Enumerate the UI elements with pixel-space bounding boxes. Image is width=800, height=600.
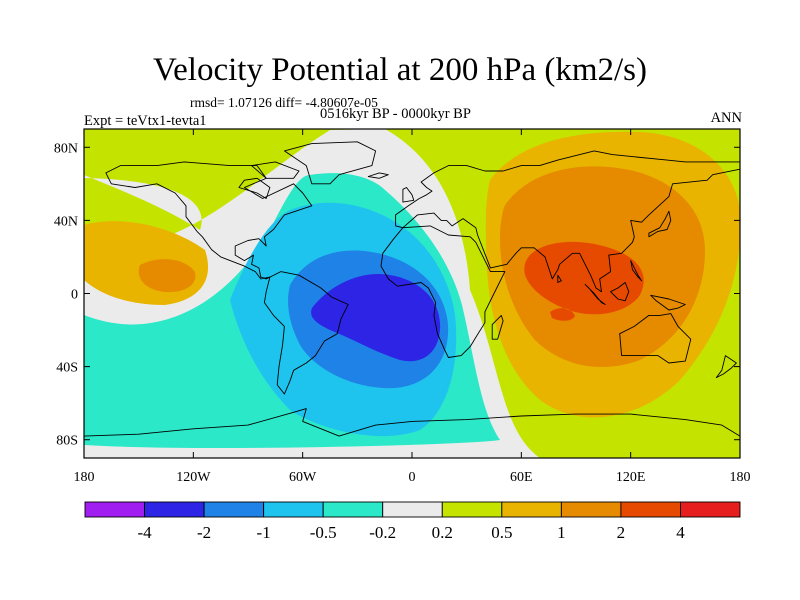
coastline-hudson-bay	[238, 177, 271, 199]
colorbar-label-0: -4	[137, 523, 152, 542]
colorbar-swatch-2	[203, 501, 265, 518]
coastline-iceland	[367, 172, 389, 179]
coastline-eurasia	[395, 150, 740, 293]
stats-label: rmsd= 1.07126 diff= -4.80607e-05	[190, 95, 378, 110]
coastline-new-zealand	[715, 355, 737, 379]
colorbar-swatch-5	[382, 501, 443, 518]
colorbar-label-1: -2	[197, 523, 211, 542]
colorbar-swatch-8	[560, 501, 622, 518]
x-tick-label-1: 120W	[176, 470, 211, 485]
coastline-layer	[84, 141, 740, 437]
colorbar: -4 -2 -1 -0.5 -0.2 0.2 0.5 1 2 4	[84, 501, 741, 542]
period-label: 0516kyr BP - 0000kyr BP	[320, 106, 471, 122]
coastline-north-america	[105, 161, 313, 280]
x-tick-label-5: 120E	[616, 470, 646, 485]
y-tick-label-2: 0	[71, 288, 78, 303]
coastline-new-guinea	[650, 294, 686, 311]
colorbar-label-9: 4	[676, 523, 685, 542]
x-tick-label-4: 60E	[510, 470, 533, 485]
colorbar-label-6: 0.5	[491, 523, 512, 542]
coastline-greenland	[283, 141, 377, 185]
y-tick-label-3: 40S	[56, 361, 78, 376]
colorbar-label-2: -1	[257, 523, 271, 542]
coastline-madagascar	[491, 314, 504, 340]
experiment-label: Expt = teVtx1-tevta1	[84, 113, 207, 129]
colorbar-swatch-7	[501, 501, 562, 518]
colorbar-swatch-0	[84, 501, 145, 518]
coastline-sri-lanka	[557, 274, 562, 283]
colorbar-label-3: -0.5	[310, 523, 337, 542]
colorbar-label-7: 1	[557, 523, 566, 542]
colorbar-swatch-1	[144, 501, 205, 518]
y-tick-label-0: 80N	[54, 141, 78, 156]
coastline-great-britain	[402, 187, 415, 203]
coastline-japan	[648, 210, 672, 238]
coastline-south-america	[263, 271, 349, 395]
y-tick-label-1: 40N	[54, 214, 78, 229]
y-tick-label-4: 80S	[56, 434, 78, 449]
band-2-4	[524, 241, 644, 321]
chart-title: Velocity Potential at 200 hPa (km2/s)	[152, 52, 648, 88]
coastline-africa	[380, 225, 506, 358]
colorbar-label-8: 2	[617, 523, 626, 542]
colorbar-swatch-3	[263, 501, 324, 518]
x-tick-label-6: 180	[730, 470, 751, 485]
contour-fill-layer	[84, 129, 740, 458]
coastline-australia	[619, 313, 692, 364]
colorbar-label-4: -0.2	[369, 523, 396, 542]
colorbar-swatch-6	[441, 501, 503, 518]
colorbar-swatch-4	[322, 501, 384, 518]
colorbar-swatch-9	[620, 501, 681, 518]
colorbar-label-5: 0.2	[432, 523, 453, 542]
coastline-borneo	[610, 282, 630, 302]
coastline-sumatra	[584, 283, 606, 305]
colorbar-swatch-10	[680, 501, 741, 518]
axes-layer: 180 120W 60W 0 60E 120E 180 80N 40N 0 40S 80S	[54, 129, 751, 485]
coastline-baffin-island	[251, 161, 300, 179]
x-tick-label-2: 60W	[289, 470, 317, 485]
coastline-antarctica	[84, 408, 740, 437]
x-tick-label-3: 0	[409, 470, 416, 485]
x-tick-label-0: 180	[74, 470, 95, 485]
season-label: ANN	[710, 110, 742, 126]
band-neg4-neg2	[311, 274, 441, 362]
coastline-philippines	[630, 260, 643, 282]
